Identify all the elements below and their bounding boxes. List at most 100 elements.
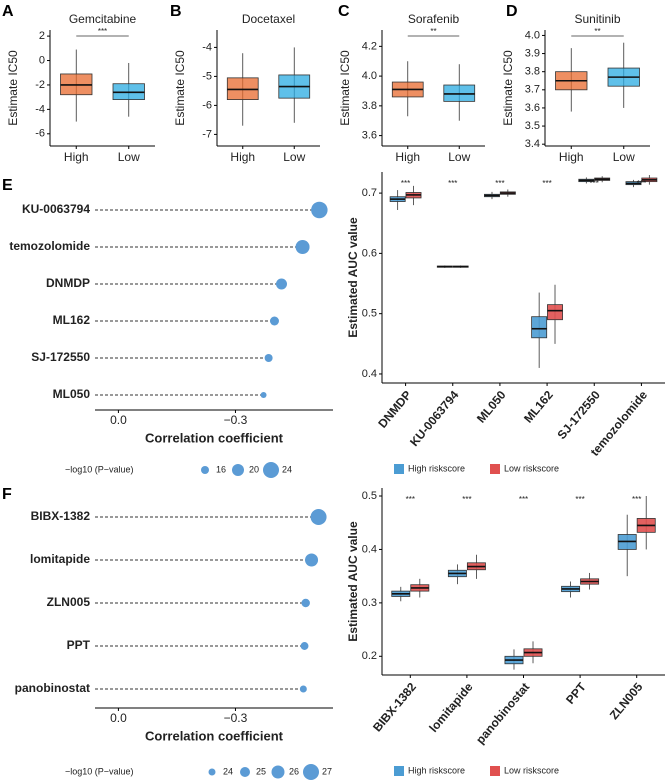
significance-label: *** [98,27,107,36]
dot [310,509,327,525]
x-axis-label: Correlation coefficient [145,430,284,445]
y-tick-label: 0.4 [362,543,377,555]
significance-label: *** [575,495,584,504]
y-tick-label: 0.5 [362,308,377,320]
y-tick-label: 0 [39,54,45,66]
size-legend-dot [232,464,244,476]
dot [269,316,279,326]
x-axis-label: Correlation coefficient [145,728,284,743]
y-axis-label: Estimate IC50 [338,50,352,126]
y-tick-label: 3.5 [525,120,540,132]
y-tick-label: 3.6 [362,129,377,141]
significance-label: *** [637,179,646,188]
x-tick-label: Low [448,150,470,164]
dot [301,598,310,608]
legend-label: High riskscore [408,463,465,473]
dot [299,685,307,693]
x-tick-label: High [559,150,584,164]
y-tick-label: 0.2 [362,650,377,662]
x-tick-label: KU-0063794 [407,388,462,449]
dot [305,553,319,567]
legend-swatch [394,464,404,474]
size-legend-dot [303,764,319,780]
panel-title: Sorafenib [408,12,460,26]
x-tick-label: BIBX-1382 [370,680,419,735]
size-legend-title: −log10 (P−value) [65,766,134,776]
panel-title: Gemcitabine [69,12,137,26]
panel-letter: C [338,3,350,20]
y-tick-label: 3.7 [525,84,540,96]
y-axis-label: Estimate IC50 [501,50,515,126]
dot [264,354,273,362]
y-axis-label: Estimate IC50 [173,50,187,126]
y-tick-label: -6 [202,99,212,111]
legend-label: Low riskscore [504,765,559,775]
y-tick-label: 3.9 [525,47,540,59]
x-tick-label: 0.0 [110,711,127,725]
y-tick-label: 0.7 [362,187,377,199]
panel-letter: F [2,486,12,503]
category-label: lomitapide [30,552,90,566]
y-tick-label: -5 [202,70,212,82]
size-legend-dot [208,768,216,776]
significance-label: *** [519,495,528,504]
category-label: KU-0063794 [22,202,90,216]
significance-label: *** [542,179,551,188]
size-legend-dot [240,767,250,777]
category-label: SJ-172550 [31,350,90,364]
x-tick-label: Low [118,150,140,164]
significance-label: *** [401,179,410,188]
category-label: ML050 [53,387,91,401]
y-tick-label: 0.4 [362,368,377,380]
significance-label: *** [632,495,641,504]
legend-label: Low riskscore [504,463,559,473]
y-tick-label: 0.5 [362,490,377,502]
y-tick-label: -4 [35,103,45,115]
y-tick-label: -4 [202,41,212,53]
size-legend-label: 27 [322,766,332,776]
size-legend-label: 26 [289,766,299,776]
category-label: ZLN005 [47,595,91,609]
y-tick-label: -7 [202,128,212,140]
y-tick-label: 3.8 [362,100,377,112]
y-axis-label: Estimate IC50 [6,50,20,126]
y-tick-label: 3.4 [525,138,540,150]
y-tick-label: -6 [35,128,45,140]
y-tick-label: 4.0 [525,29,540,41]
dot [275,278,287,290]
significance-label: *** [495,179,504,188]
size-legend-dot [271,765,285,779]
size-legend-label: 25 [256,766,266,776]
y-tick-label: 4.2 [362,40,377,52]
size-legend-dot [201,466,209,474]
x-tick-label: −0.3 [224,711,248,725]
size-legend-label: 20 [249,464,259,474]
x-tick-label: High [395,150,420,164]
legend-swatch [394,766,404,776]
panel-letter: D [506,3,518,20]
legend-swatch [490,464,500,474]
category-label: PPT [67,638,91,652]
x-tick-label: ZLN005 [607,680,646,722]
category-label: temozolomide [9,239,90,253]
x-tick-label: ML162 [521,388,556,426]
x-tick-label: High [64,150,89,164]
x-tick-label: −0.3 [224,413,248,427]
size-legend-title: −log10 (P−value) [65,464,134,474]
significance-label: ** [594,27,600,36]
y-axis-label: Estimated AUC value [346,217,360,338]
y-tick-label: 0.3 [362,597,377,609]
significance-label: *** [406,495,415,504]
x-tick-label: ML050 [474,388,509,426]
x-tick-label: 0.0 [110,413,127,427]
dot [311,201,328,219]
size-legend-dot [263,462,279,478]
y-tick-label: 0.6 [362,247,377,259]
size-legend-label: 24 [223,766,233,776]
dot [260,392,267,398]
category-label: panobinostat [15,681,90,695]
x-tick-label: DNMDP [375,388,414,431]
size-legend-label: 24 [282,464,292,474]
y-tick-label: 4.0 [362,70,377,82]
